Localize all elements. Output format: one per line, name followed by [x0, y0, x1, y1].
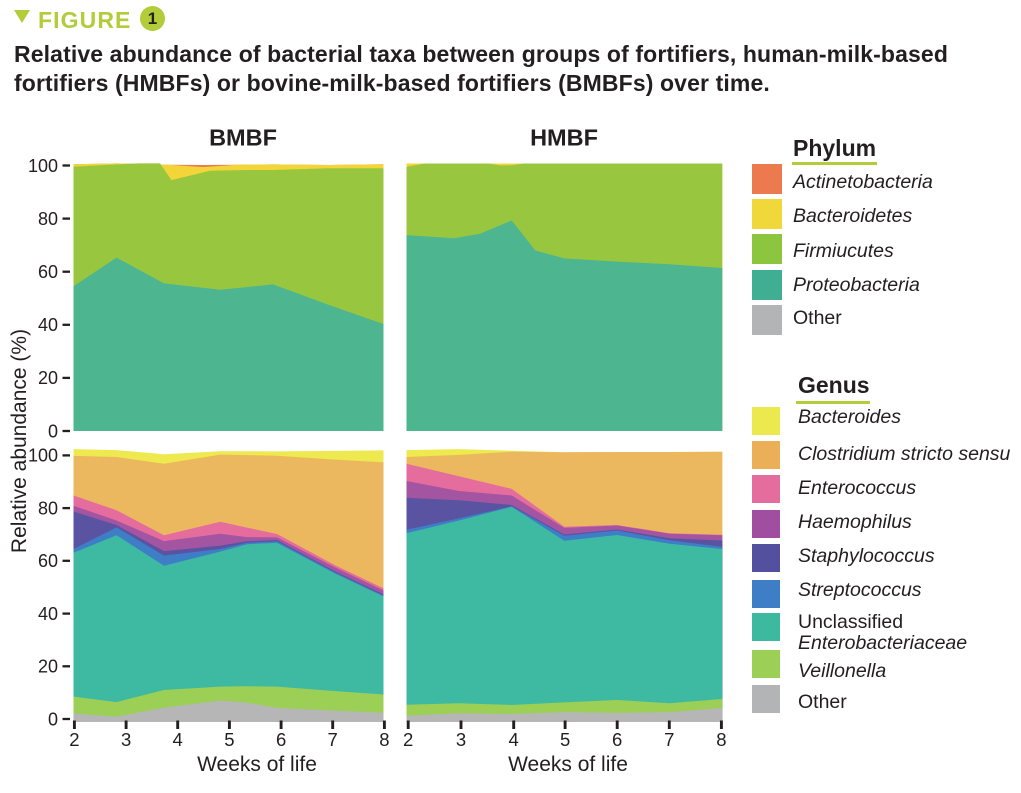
svg-text:40: 40	[38, 604, 58, 624]
svg-text:4: 4	[173, 729, 183, 750]
svg-text:Weeks of life: Weeks of life	[508, 753, 628, 776]
svg-text:60: 60	[38, 262, 58, 282]
svg-text:80: 80	[38, 498, 58, 518]
svg-text:Weeks of life: Weeks of life	[197, 753, 317, 776]
svg-text:4: 4	[509, 729, 519, 750]
svg-text:20: 20	[38, 657, 58, 677]
svg-text:0: 0	[48, 421, 58, 441]
svg-text:6: 6	[276, 729, 286, 750]
svg-text:0: 0	[48, 709, 58, 729]
svg-text:3: 3	[456, 729, 466, 750]
svg-text:2: 2	[403, 729, 413, 750]
svg-text:7: 7	[664, 729, 674, 750]
svg-text:100: 100	[28, 446, 58, 466]
svg-text:2: 2	[69, 729, 79, 750]
svg-text:6: 6	[612, 729, 622, 750]
svg-text:3: 3	[121, 729, 131, 750]
svg-text:20: 20	[38, 368, 58, 388]
svg-text:8: 8	[716, 729, 726, 750]
svg-text:60: 60	[38, 551, 58, 571]
svg-text:100: 100	[28, 156, 58, 176]
svg-text:40: 40	[38, 315, 58, 335]
svg-text:5: 5	[560, 729, 570, 750]
svg-text:7: 7	[328, 729, 338, 750]
svg-text:80: 80	[38, 209, 58, 229]
svg-text:5: 5	[224, 729, 234, 750]
svg-text:HMBF: HMBF	[530, 125, 598, 151]
svg-text:BMBF: BMBF	[209, 125, 277, 151]
svg-text:8: 8	[379, 729, 389, 750]
svg-text:Relative abundance (%): Relative abundance (%)	[8, 329, 31, 553]
